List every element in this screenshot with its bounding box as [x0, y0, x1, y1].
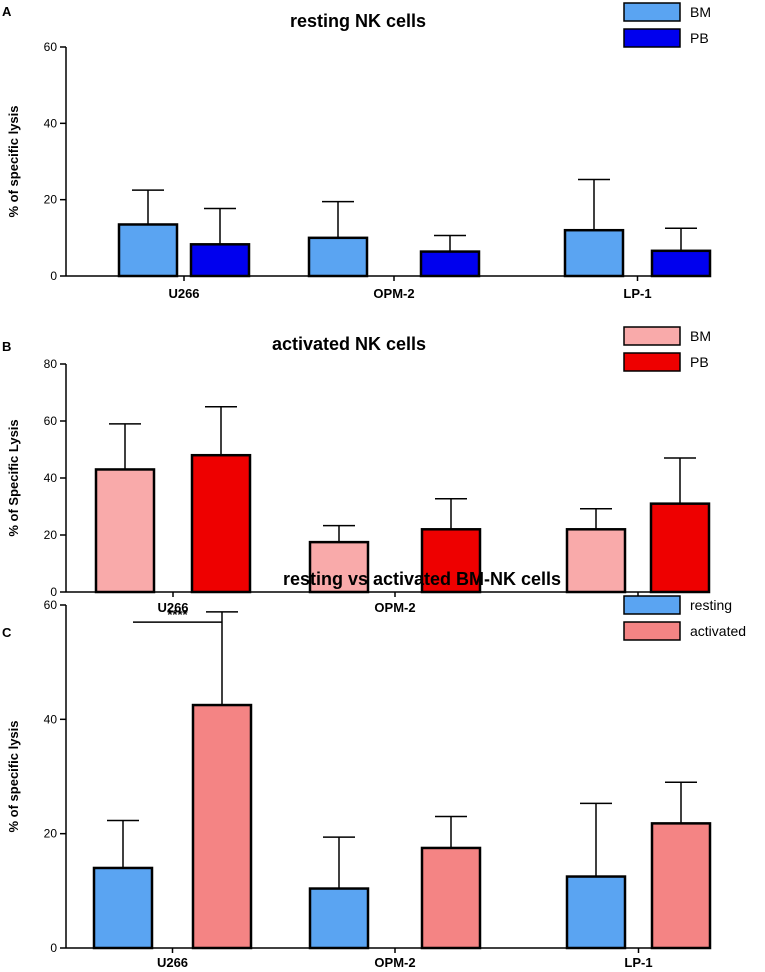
y-tick-label: 0 — [50, 269, 57, 283]
legend-label: activated — [690, 623, 746, 639]
legend-swatch — [623, 28, 681, 48]
y-axis-label: % of specific lysis — [6, 721, 21, 833]
legend-swatch — [623, 352, 681, 372]
legend-label: PB — [690, 354, 709, 370]
bar — [650, 822, 712, 950]
significance-label: **** — [167, 607, 188, 622]
y-tick-label: 80 — [44, 357, 58, 371]
panel-letter: B — [2, 339, 11, 354]
chart-title: resting NK cells — [290, 11, 426, 31]
y-tick-label: 60 — [44, 414, 58, 428]
legend-swatch — [623, 326, 681, 346]
bar — [565, 875, 627, 950]
legend-swatch — [623, 621, 681, 641]
y-tick-label: 20 — [44, 528, 58, 542]
legend-label: BM — [690, 4, 711, 20]
y-tick-label: 40 — [44, 471, 58, 485]
bar — [419, 250, 481, 278]
bar — [649, 502, 711, 594]
y-tick-label: 20 — [44, 827, 58, 841]
bar — [650, 249, 712, 278]
legend-label: resting — [690, 597, 732, 613]
x-tick-label: U266 — [157, 600, 188, 615]
legend-swatch — [623, 595, 681, 615]
y-tick-label: 60 — [44, 40, 58, 54]
y-axis-label: % of Specific Lysis — [6, 419, 21, 536]
y-tick-label: 0 — [50, 941, 57, 955]
bar — [307, 236, 369, 278]
bar — [117, 223, 179, 278]
chart-title: resting vs activated BM-NK cells — [283, 569, 561, 589]
bar — [420, 528, 482, 594]
bar — [565, 528, 627, 594]
bar — [190, 453, 252, 594]
legend: BM PB — [623, 326, 711, 372]
x-tick-label: U266 — [157, 955, 188, 970]
y-tick-label: 0 — [50, 585, 57, 599]
y-tick-label: 40 — [44, 712, 58, 726]
x-tick-label: OPM-2 — [373, 286, 414, 301]
bar — [189, 243, 251, 278]
panel-letter: A — [2, 4, 12, 19]
legend-label: BM — [690, 328, 711, 344]
legend: BM PB — [623, 2, 711, 48]
legend-label: PB — [690, 30, 709, 46]
bar — [308, 887, 370, 950]
bar — [308, 540, 370, 594]
y-axis-label: % of specific lysis — [6, 106, 21, 218]
chart-title: activated NK cells — [272, 334, 426, 354]
panel-letter: C — [2, 625, 12, 640]
bar — [420, 846, 482, 950]
bar — [563, 228, 625, 278]
bar — [191, 703, 253, 950]
y-tick-label: 60 — [44, 598, 58, 612]
bar — [92, 866, 154, 950]
y-tick-label: 40 — [44, 116, 58, 130]
x-tick-label: OPM-2 — [374, 955, 415, 970]
legend: resting activated — [623, 595, 746, 641]
y-tick-label: 20 — [44, 193, 58, 207]
bar — [94, 468, 156, 594]
legend-swatch — [623, 2, 681, 22]
x-tick-label: OPM-2 — [374, 600, 415, 615]
x-tick-label: LP-1 — [624, 955, 652, 970]
x-tick-label: U266 — [168, 286, 199, 301]
x-tick-label: LP-1 — [623, 286, 651, 301]
